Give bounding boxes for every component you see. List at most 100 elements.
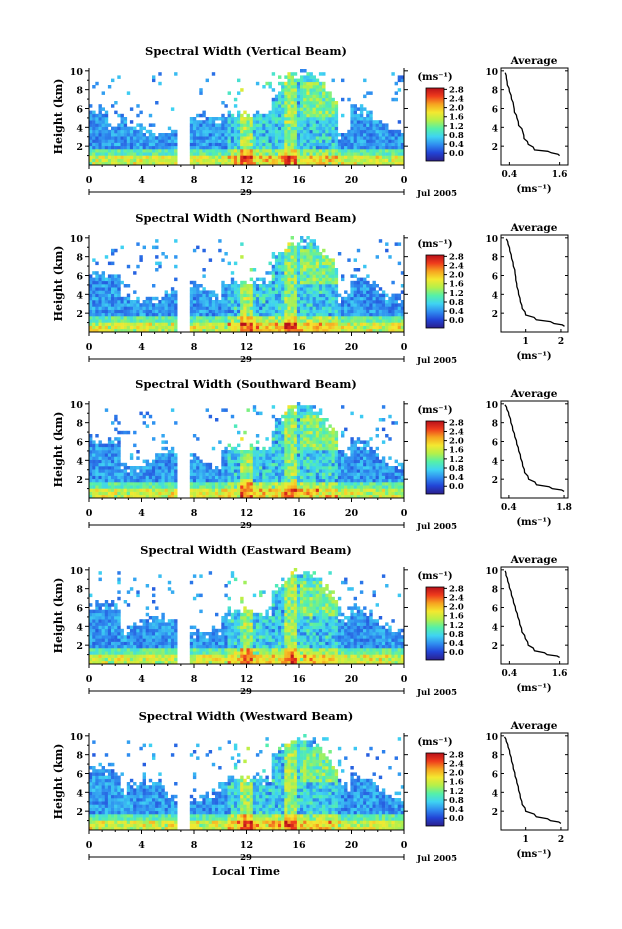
- heatmap-cell: [211, 149, 216, 153]
- heatmap-cell: [284, 322, 288, 326]
- heatmap-cell: [322, 325, 326, 330]
- heatmap-cell: [120, 117, 124, 121]
- heatmap-cell: [366, 158, 370, 163]
- heatmap-cell: [233, 446, 238, 451]
- heatmap-cell: [318, 277, 323, 282]
- heatmap-cell: [296, 293, 301, 298]
- heatmap-cell: [255, 491, 260, 496]
- heatmap-cell: [95, 488, 99, 492]
- y-tick-label: 4: [76, 123, 83, 134]
- heatmap-cell: [318, 485, 323, 489]
- heatmap-cell: [243, 325, 247, 330]
- heatmap-cell: [202, 475, 206, 480]
- heatmap-cell: [224, 319, 228, 323]
- heatmap-cell: [296, 434, 301, 438]
- heatmap-cell: [107, 446, 112, 451]
- heatmap-cell: [136, 104, 140, 108]
- heatmap-cell: [174, 316, 178, 320]
- heatmap-cell: [309, 424, 313, 428]
- heatmap-cell: [274, 453, 279, 457]
- heatmap-cell: [227, 491, 231, 496]
- heatmap-cell: [202, 466, 206, 470]
- heatmap-cell: [148, 322, 153, 326]
- heatmap-cell: [287, 264, 291, 269]
- heatmap-cell: [322, 255, 326, 259]
- heatmap-cell: [148, 309, 153, 314]
- heatmap-cell: [126, 284, 131, 288]
- heatmap-cell: [306, 325, 310, 330]
- heatmap-cell: [95, 136, 99, 140]
- heatmap-cell: [249, 120, 254, 124]
- heatmap-cell: [249, 443, 254, 448]
- heatmap-cell: [199, 113, 203, 118]
- heatmap-cell: [385, 325, 389, 330]
- heatmap-cell: [309, 255, 313, 259]
- heatmap-cell: [331, 120, 335, 124]
- heatmap-cell: [152, 78, 156, 83]
- heatmap-cell: [155, 459, 159, 464]
- heatmap-cell: [95, 139, 99, 143]
- heatmap-cell: [296, 113, 301, 118]
- heatmap-cell: [174, 478, 178, 483]
- heatmap-cell: [337, 133, 342, 137]
- heatmap-cell: [211, 328, 216, 333]
- heatmap-cell: [202, 296, 206, 301]
- heatmap-cell: [237, 149, 241, 153]
- heatmap-cell: [400, 319, 405, 323]
- heatmap-cell: [278, 117, 282, 121]
- heatmap-cell: [369, 142, 373, 147]
- heatmap-cell: [145, 136, 150, 140]
- heatmap-cell: [369, 306, 373, 310]
- heatmap-cell: [240, 300, 244, 304]
- heatmap-cell: [312, 139, 316, 143]
- heatmap-cell: [344, 469, 348, 473]
- heatmap-cell: [120, 139, 124, 143]
- heatmap-cell: [328, 443, 332, 448]
- heatmap-cell: [344, 145, 348, 150]
- heatmap-cell: [287, 443, 291, 448]
- heatmap-cell: [117, 123, 121, 127]
- heatmap-cell: [170, 408, 175, 412]
- heatmap-cell: [161, 133, 165, 137]
- heatmap-cell: [243, 123, 247, 127]
- heatmap-cell: [300, 408, 304, 412]
- heatmap-cell: [117, 456, 121, 460]
- heatmap-cell: [322, 139, 326, 143]
- heatmap-cell: [318, 424, 323, 428]
- heatmap-cell: [114, 466, 118, 470]
- heatmap-cell: [107, 316, 112, 320]
- heatmap-cell: [315, 290, 320, 294]
- heatmap-cell: [312, 453, 316, 457]
- heatmap-cell: [296, 424, 301, 428]
- heatmap-cell: [148, 469, 153, 473]
- heatmap-cell: [378, 303, 383, 307]
- heatmap-cell: [318, 430, 323, 435]
- heatmap-cell: [101, 284, 105, 288]
- heatmap-cell: [281, 81, 285, 86]
- heatmap-cell: [394, 242, 398, 246]
- heatmap-cell: [189, 300, 194, 304]
- heatmap-cell: [246, 306, 250, 310]
- heatmap-cell: [337, 325, 342, 330]
- heatmap-cell: [334, 110, 339, 115]
- heatmap-cell: [167, 328, 172, 333]
- heatmap-cell: [192, 161, 197, 166]
- heatmap-cell: [265, 117, 269, 121]
- heatmap-cell: [391, 97, 395, 102]
- heatmap-cell: [230, 488, 235, 492]
- heatmap-cell: [215, 139, 219, 143]
- heatmap-cell: [356, 325, 361, 330]
- heatmap-cell: [142, 469, 146, 473]
- heatmap-cell: [89, 459, 93, 464]
- heatmap-cell: [262, 446, 266, 451]
- heatmap-cell: [101, 139, 105, 143]
- heatmap-cell: [293, 133, 298, 137]
- heatmap-cell: [278, 434, 282, 438]
- heatmap-cell: [259, 494, 263, 499]
- heatmap-cell: [271, 136, 276, 140]
- heatmap-cell: [117, 328, 121, 333]
- heatmap-cell: [366, 117, 370, 121]
- heatmap-cell: [104, 485, 109, 489]
- heatmap-cell: [300, 85, 304, 89]
- heatmap-cell: [246, 309, 250, 314]
